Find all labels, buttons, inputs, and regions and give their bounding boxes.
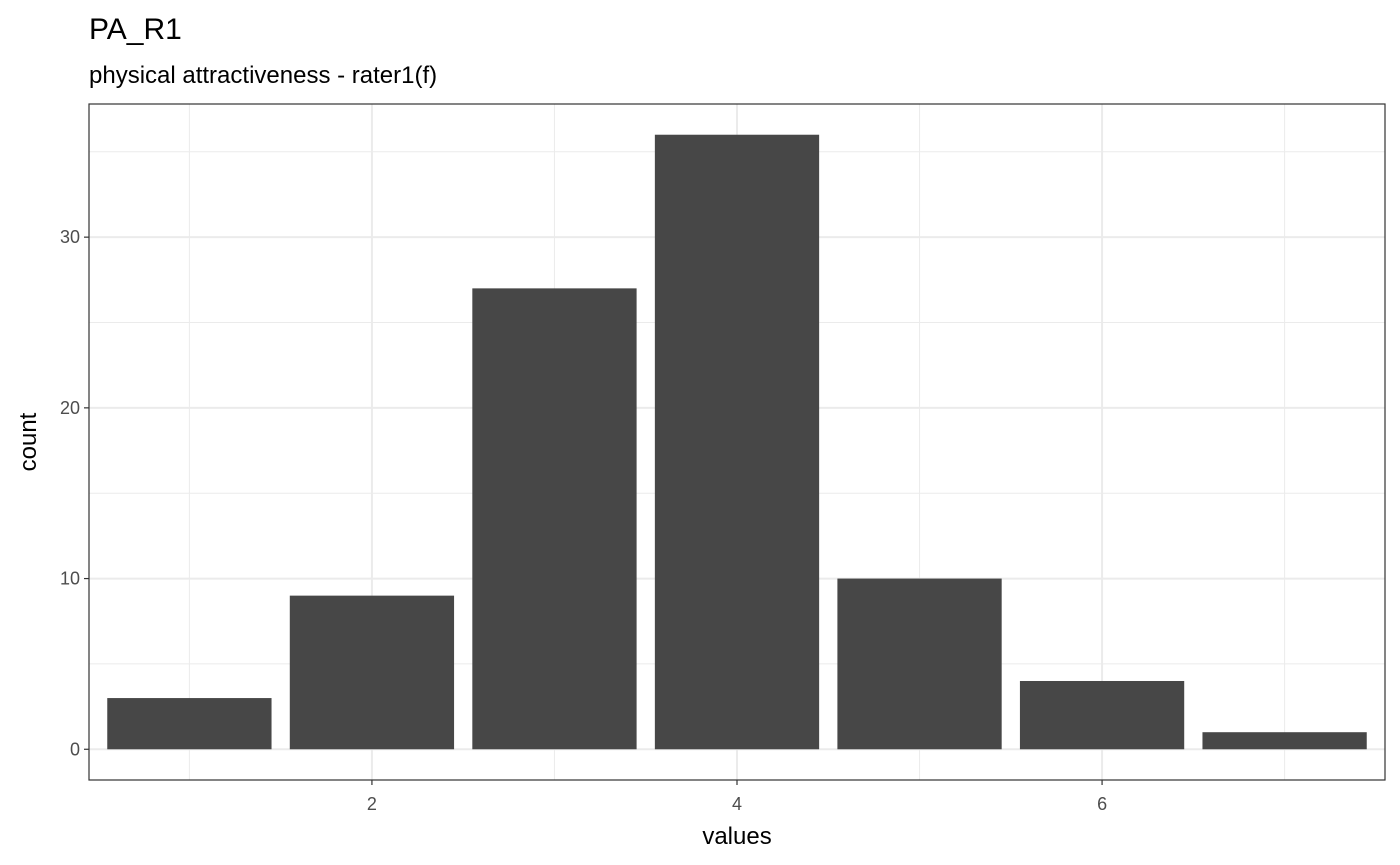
bar <box>654 134 820 750</box>
y-tick-label: 30 <box>60 227 80 247</box>
bars <box>107 134 1367 750</box>
x-axis: 2 4 6 <box>367 780 1107 814</box>
bar <box>107 698 272 750</box>
x-axis-title: values <box>702 823 771 850</box>
y-tick-label: 0 <box>70 739 80 759</box>
y-axis-title: count <box>15 412 42 471</box>
y-tick-label: 10 <box>60 569 80 589</box>
bar <box>837 578 1002 750</box>
chart-subtitle: physical attractiveness - rater1(f) <box>89 62 437 89</box>
bar <box>472 288 637 750</box>
y-axis: 0 10 20 30 <box>60 227 89 759</box>
x-tick-label: 4 <box>732 794 742 814</box>
bar <box>1019 680 1185 750</box>
x-tick-label: 2 <box>367 794 377 814</box>
chart-title: PA_R1 <box>89 13 182 46</box>
x-tick-label: 6 <box>1097 794 1107 814</box>
y-tick-label: 20 <box>60 398 80 418</box>
bar <box>289 595 455 750</box>
bar <box>1202 732 1367 750</box>
